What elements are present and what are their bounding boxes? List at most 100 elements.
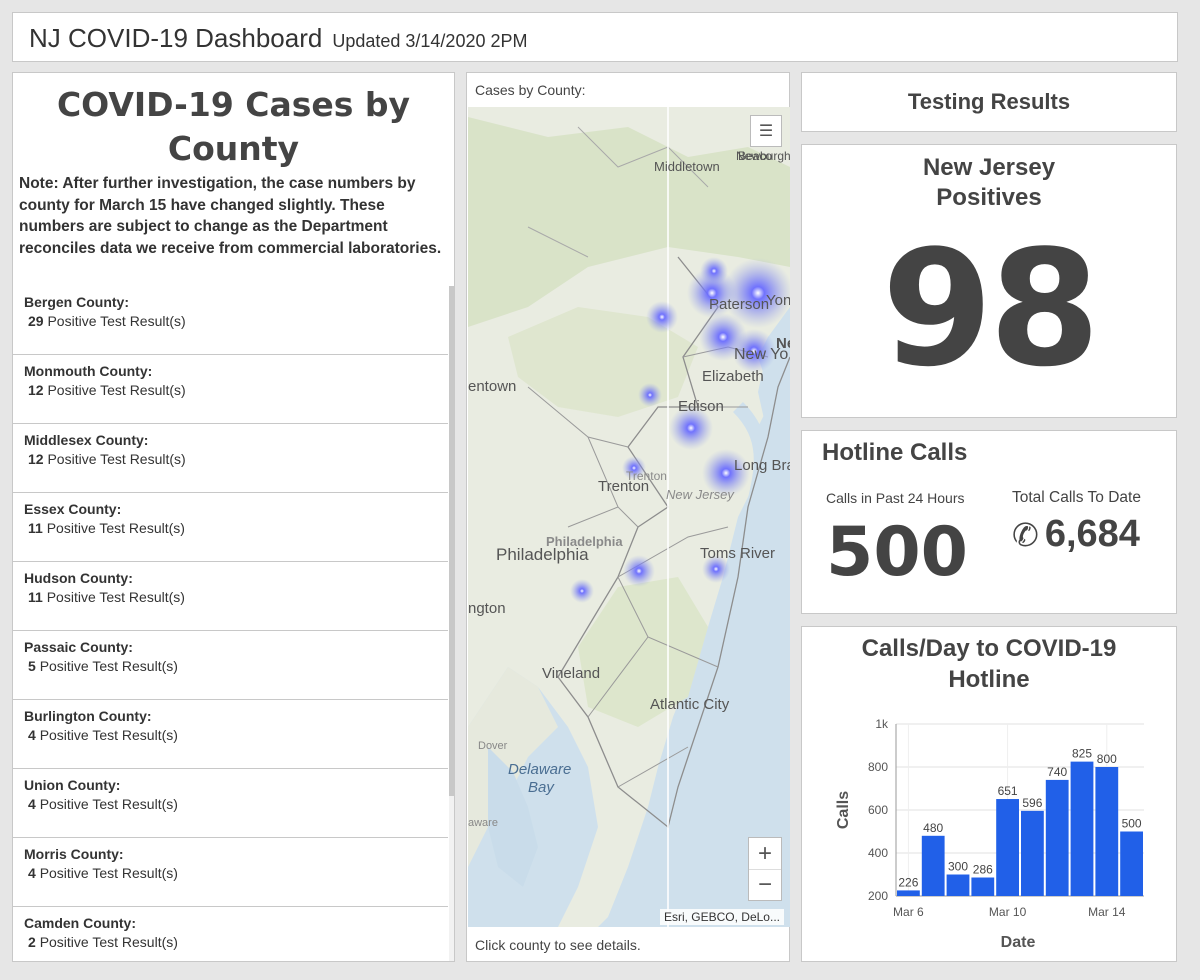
county-case-count: 4 Positive Test Result(s) [24, 727, 437, 743]
map-label: Cases by County: [475, 82, 586, 98]
county-case-count: 11 Positive Test Result(s) [24, 520, 437, 536]
county-list-panel: COVID-19 Cases by County Note: After fur… [12, 72, 455, 962]
county-name: Monmouth County: [24, 363, 153, 379]
county-count-number: 29 [28, 313, 44, 329]
bar-value-label: 286 [973, 863, 993, 877]
bar-value-label: 500 [1122, 817, 1142, 831]
chart-bar [996, 799, 1019, 896]
place-newyork: New Yo [734, 346, 789, 363]
x-tick-label: Mar 10 [989, 905, 1027, 919]
county-case-count: 5 Positive Test Result(s) [24, 658, 437, 674]
zoom-controls: + − [748, 837, 782, 901]
place-allentown: entown [468, 378, 517, 395]
bar-value-label: 825 [1072, 747, 1092, 761]
county-list-item[interactable]: Morris County: 4 Positive Test Result(s) [13, 838, 448, 907]
county-name: Essex County: [24, 501, 122, 517]
county-count-suffix: Positive Test Result(s) [39, 934, 178, 950]
county-count-number: 4 [28, 865, 36, 881]
bar-value-label: 596 [1022, 796, 1042, 810]
chart-title-2: Hotline [948, 666, 1030, 693]
county-note: Note: After further investigation, the c… [19, 175, 442, 257]
place-trenton: Trenton [598, 478, 650, 495]
chart-bar [1070, 761, 1094, 896]
map-panel: Cases by County: [466, 72, 790, 962]
county-case-count: 11 Positive Test Result(s) [24, 589, 437, 605]
place-beacon: Beaco [738, 149, 773, 163]
chart-bar [921, 835, 945, 896]
county-count-suffix: Positive Test Result(s) [47, 313, 186, 329]
place-yonkers: Yon [766, 292, 790, 309]
county-count-suffix: Positive Test Result(s) [46, 520, 185, 536]
county-case-count: 4 Positive Test Result(s) [24, 865, 437, 881]
calls-bar-chart[interactable]: 200 400 600 800 1k Mar 6 Mar 10 Mar 14 226 480 300… [802, 627, 1178, 963]
county-count-suffix: Positive Test Result(s) [39, 658, 178, 674]
x-tick-label: Mar 6 [893, 905, 924, 919]
county-map[interactable]: Middletown Beaco Newburgh Paterson Yon N… [468, 107, 790, 927]
hotline-panel: Hotline Calls Calls in Past 24 Hours Tot… [801, 430, 1177, 614]
legend-list-icon[interactable]: ☰ [750, 115, 782, 147]
place-delaware: aware [468, 817, 498, 829]
chart-bar [1045, 779, 1069, 896]
bar-value-label: 800 [1097, 752, 1117, 766]
county-count-number: 11 [28, 520, 43, 536]
county-count-suffix: Positive Test Result(s) [47, 382, 186, 398]
county-list-item[interactable]: Passaic County: 5 Positive Test Result(s) [13, 631, 448, 700]
county-name: Middlesex County: [24, 432, 149, 448]
y-tick-label: 600 [868, 803, 888, 817]
chart-bar [1120, 831, 1143, 896]
chart-bar [946, 874, 970, 896]
testing-results-header: Testing Results [801, 72, 1177, 132]
positives-value: 98 [881, 215, 1101, 402]
county-count-suffix: Positive Test Result(s) [39, 865, 178, 881]
county-count-number: 4 [28, 796, 36, 812]
updated-timestamp: Updated 3/14/2020 2PM [332, 31, 528, 51]
total-calls: ✆ 6,684 [1012, 513, 1140, 556]
chart-bar [1095, 767, 1119, 896]
place-wilmington: ngton [468, 600, 506, 617]
county-list-item[interactable]: Burlington County: 4 Positive Test Result… [13, 700, 448, 769]
x-tick-label: Mar 14 [1088, 905, 1126, 919]
place-trenton-label: Trenton [626, 469, 667, 483]
past24-value: 500 [826, 513, 968, 592]
past24-label: Calls in Past 24 Hours [826, 490, 965, 506]
county-list-scroll-thumb[interactable] [449, 286, 454, 796]
place-elizabeth: Elizabeth [702, 368, 764, 385]
county-count-suffix: Positive Test Result(s) [39, 727, 178, 743]
county-list-item[interactable]: Union County: 4 Positive Test Result(s) [13, 769, 448, 838]
place-new-jersey: New Jersey [666, 487, 734, 502]
county-panel-title: COVID-19 Cases by County [56, 85, 411, 168]
county-case-count: 29 Positive Test Result(s) [24, 313, 437, 329]
zoom-in-button[interactable]: + [757, 839, 772, 867]
place-longbranch: Long Bra [734, 457, 790, 474]
county-list-item[interactable]: Hudson County: 11 Positive Test Result(s) [13, 562, 448, 631]
place-atlanticcity: Atlantic City [650, 696, 730, 713]
county-count-number: 12 [28, 451, 44, 467]
total-calls-value: 6,684 [1044, 513, 1140, 555]
y-tick-label: 400 [868, 846, 888, 860]
county-case-count: 4 Positive Test Result(s) [24, 796, 437, 812]
county-case-count: 2 Positive Test Result(s) [24, 934, 437, 950]
county-list-item[interactable]: Essex County: 11 Positive Test Result(s) [13, 493, 448, 562]
positives-panel: New Jersey Positives 98 [801, 144, 1177, 418]
county-list-item[interactable]: Monmouth County: 12 Positive Test Result(… [13, 355, 448, 424]
county-name: Union County: [24, 777, 121, 793]
place-delaware-bay-2: Bay [528, 779, 554, 796]
zoom-out-button[interactable]: − [749, 869, 781, 900]
county-name: Camden County: [24, 915, 136, 931]
county-count-number: 5 [28, 658, 36, 674]
county-list-item[interactable]: Bergen County: 29 Positive Test Result(s) [13, 286, 448, 355]
x-axis-title: Date [1001, 934, 1036, 951]
county-list-item[interactable]: Camden County: 2 Positive Test Result(s) [13, 907, 448, 961]
county-count-number: 11 [28, 589, 43, 605]
county-list-item[interactable]: Middlesex County: 12 Positive Test Result… [13, 424, 448, 493]
county-list[interactable]: Bergen County: 29 Positive Test Result(s)… [13, 286, 448, 961]
chart-title-1: Calls/Day to COVID-19 [861, 635, 1117, 662]
place-middletown: Middletown [654, 159, 720, 174]
map-attribution[interactable]: Esri, GEBCO, DeLo... [659, 909, 784, 925]
phone-icon: ✆ [1012, 516, 1039, 553]
place-ne: Ne [776, 335, 790, 352]
place-philadelphia-label: Philadelphia [546, 534, 623, 549]
county-case-count: 12 Positive Test Result(s) [24, 451, 437, 467]
total-calls-label: Total Calls To Date [1012, 489, 1141, 506]
county-name: Morris County: [24, 846, 124, 862]
